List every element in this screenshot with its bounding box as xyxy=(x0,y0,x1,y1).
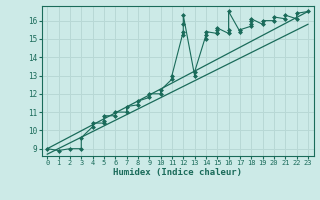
X-axis label: Humidex (Indice chaleur): Humidex (Indice chaleur) xyxy=(113,168,242,177)
